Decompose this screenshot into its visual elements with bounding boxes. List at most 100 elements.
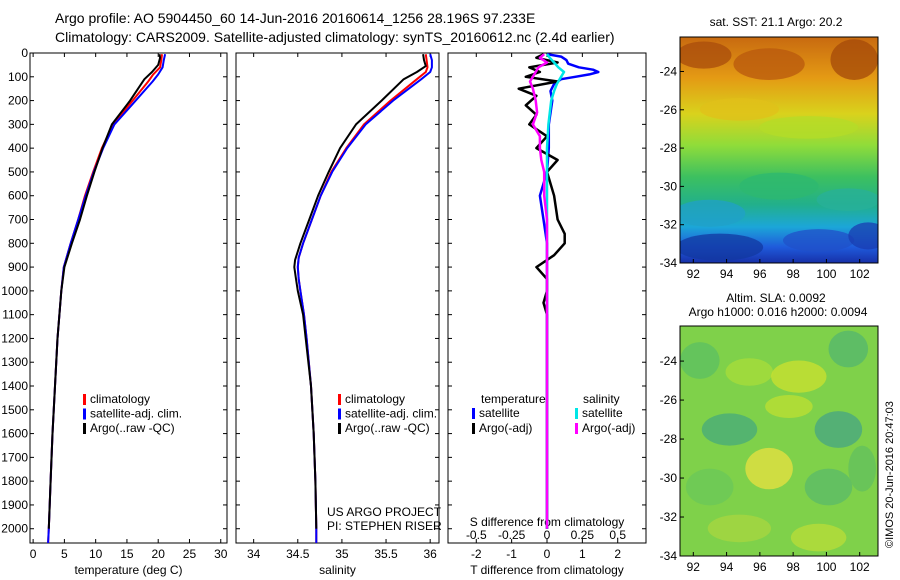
s-tick-label: 0.25 — [571, 528, 595, 542]
x-tick-label: -1 — [506, 547, 517, 561]
y-tick-label: 1000 — [1, 284, 28, 298]
chart-title-line-1: Argo profile: AO 5904450_60 14-Jun-2016 … — [55, 10, 536, 26]
legend-entry-label: Argo(..raw -QC) — [90, 421, 175, 435]
y-tick-label: 600 — [8, 189, 28, 203]
annotation-text: PI: STEPHEN RISER — [327, 519, 442, 533]
s-tick-label: -0.5 — [466, 528, 487, 542]
legend-entry-swatch — [472, 423, 475, 434]
y-tick-label: 1700 — [1, 450, 28, 464]
map-x-tick-label: 92 — [687, 267, 701, 281]
legend-entry-label: satellite — [582, 406, 623, 420]
sla-patch — [680, 342, 720, 379]
map-y-tick-label: -32 — [660, 510, 678, 524]
series-line-argo-raw-qc- — [293, 54, 427, 529]
y-tick-label: 1500 — [1, 403, 28, 417]
map-x-tick-label: 100 — [816, 560, 836, 574]
x-tick-label: 15 — [120, 547, 134, 561]
legend-entry-swatch — [338, 394, 341, 405]
y-tick-label: 1200 — [1, 331, 28, 345]
legend-entry-swatch — [472, 408, 475, 419]
x-tick-label: 34.5 — [286, 547, 310, 561]
sla-patch — [707, 514, 772, 543]
map-y-tick-label: -32 — [660, 218, 678, 232]
map-x-tick-label: 98 — [786, 560, 800, 574]
temperature-panel-frame — [29, 52, 228, 544]
map-y-tick-label: -24 — [660, 64, 678, 78]
y-tick-label: 1400 — [1, 379, 28, 393]
sla-patch — [790, 523, 847, 552]
x-tick-label: 35.5 — [374, 547, 398, 561]
y-tick-label: 2000 — [1, 522, 28, 536]
sla-patch — [814, 411, 863, 448]
series-line-temperature-argo-adj- — [517, 53, 566, 529]
map-x-tick-label: 100 — [816, 267, 836, 281]
sst-patch — [782, 229, 855, 252]
sla-patch — [701, 413, 758, 446]
y-tick-label: 700 — [8, 213, 28, 227]
sla-map-title-line-1: Altim. SLA: 0.0092 — [726, 291, 826, 305]
series-line-argo-raw-qc- — [47, 54, 162, 529]
legend-entry-swatch — [575, 408, 578, 419]
map-y-tick-label: -30 — [660, 179, 678, 193]
map-y-tick-label: -26 — [660, 393, 678, 407]
x-tick-label: 1 — [579, 547, 586, 561]
series-line-salinity-satellite — [545, 53, 566, 529]
y-tick-label: 200 — [8, 94, 28, 108]
legend-entry-label: satellite-adj. clim. — [345, 407, 437, 421]
x-tick-label: 5 — [61, 547, 68, 561]
map-x-tick-label: 96 — [753, 267, 767, 281]
sla-patch — [828, 330, 869, 368]
map-x-tick-label: 94 — [720, 267, 734, 281]
s-tick-label: 0 — [544, 528, 551, 542]
sla-patch — [725, 358, 774, 386]
map-y-tick-label: -28 — [660, 432, 678, 446]
legend-entry-swatch — [338, 408, 341, 420]
x-axis-label: salinity — [319, 563, 356, 577]
y-tick-label: 0 — [21, 46, 28, 60]
legend-entry-label: satellite-adj. clim. — [90, 407, 182, 421]
sla-patch — [804, 468, 853, 506]
y-tick-label: 100 — [8, 70, 28, 84]
map-x-tick-label: 94 — [720, 560, 734, 574]
sla-patch — [745, 447, 793, 490]
map-y-tick-label: -28 — [660, 141, 678, 155]
map-x-tick-label: 102 — [850, 560, 870, 574]
map-y-tick-label: -24 — [660, 354, 678, 368]
salinity-panel-frame — [235, 52, 440, 544]
sst-heatmap — [680, 37, 878, 263]
legend-entry-swatch — [575, 423, 578, 434]
legend-header: temperature — [481, 392, 546, 406]
y-tick-label: 900 — [8, 260, 28, 274]
legend-entry-label: Argo(-adj) — [582, 421, 635, 435]
x-tick-label: 20 — [152, 547, 166, 561]
sst-patch — [739, 172, 819, 200]
map-y-tick-label: -30 — [660, 471, 678, 485]
series-line-satellite-adj-clim- — [47, 53, 167, 543]
legend-entry-label: satellite — [479, 406, 520, 420]
sst-patch — [848, 222, 878, 250]
x-tick-label: -2 — [471, 547, 482, 561]
x-tick-label: 0 — [544, 547, 551, 561]
chart-title-line-2: Climatology: CARS2009. Satellite-adjuste… — [55, 29, 615, 45]
y-tick-label: 1300 — [1, 355, 28, 369]
y-tick-label: 1100 — [2, 308, 28, 322]
map-x-tick-label: 102 — [850, 267, 870, 281]
sla-map-title-line-2: Argo h1000: 0.016 h2000: 0.0094 — [689, 305, 868, 319]
sst-patch — [759, 116, 859, 139]
legend-entry-label: Argo(..raw -QC) — [345, 421, 430, 435]
map-x-tick-label: 92 — [687, 560, 701, 574]
series-line-satellite-adj-clim- — [296, 53, 433, 543]
x-tick-label: 35 — [335, 547, 349, 561]
y-tick-label: 500 — [8, 165, 28, 179]
sst-patch — [830, 39, 878, 80]
s-tick-label: -0.25 — [498, 528, 526, 542]
x-tick-label: 25 — [183, 547, 197, 561]
x-tick-label: 34 — [247, 547, 261, 561]
x-tick-label: 10 — [89, 547, 103, 561]
s-tick-label: 0.5 — [609, 528, 626, 542]
legend-entry-swatch — [83, 423, 86, 434]
legend-entry-swatch — [83, 394, 86, 405]
x-tick-label: 30 — [214, 547, 228, 561]
legend-entry-swatch — [338, 423, 341, 434]
